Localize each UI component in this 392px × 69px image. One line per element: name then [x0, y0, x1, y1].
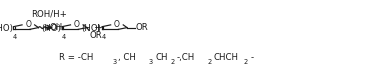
Text: 4: 4 — [13, 34, 17, 40]
Text: O: O — [114, 20, 120, 29]
Text: -,CH: -,CH — [177, 53, 195, 62]
Text: 2: 2 — [244, 59, 248, 65]
Text: CH: CH — [155, 53, 168, 62]
Text: 2: 2 — [171, 59, 175, 65]
Text: O: O — [25, 20, 31, 29]
Text: , CH: , CH — [118, 53, 136, 62]
Text: 3: 3 — [112, 59, 116, 65]
Text: -: - — [250, 53, 253, 62]
Text: CHCH: CHCH — [213, 53, 238, 62]
Text: OR: OR — [136, 23, 149, 32]
Text: (HO): (HO) — [82, 24, 101, 32]
Text: OR: OR — [89, 31, 102, 40]
Text: 4: 4 — [102, 34, 106, 40]
Text: 4: 4 — [62, 34, 66, 40]
Text: +: + — [94, 23, 103, 33]
Text: (HO): (HO) — [0, 24, 13, 32]
Text: R = -CH: R = -CH — [58, 53, 93, 62]
Text: OH: OH — [49, 23, 63, 32]
Text: O: O — [74, 20, 80, 29]
Text: (HO): (HO) — [41, 24, 61, 32]
Text: 3: 3 — [149, 59, 153, 65]
Text: ROH/H+: ROH/H+ — [31, 10, 67, 19]
Text: 2: 2 — [207, 59, 211, 65]
